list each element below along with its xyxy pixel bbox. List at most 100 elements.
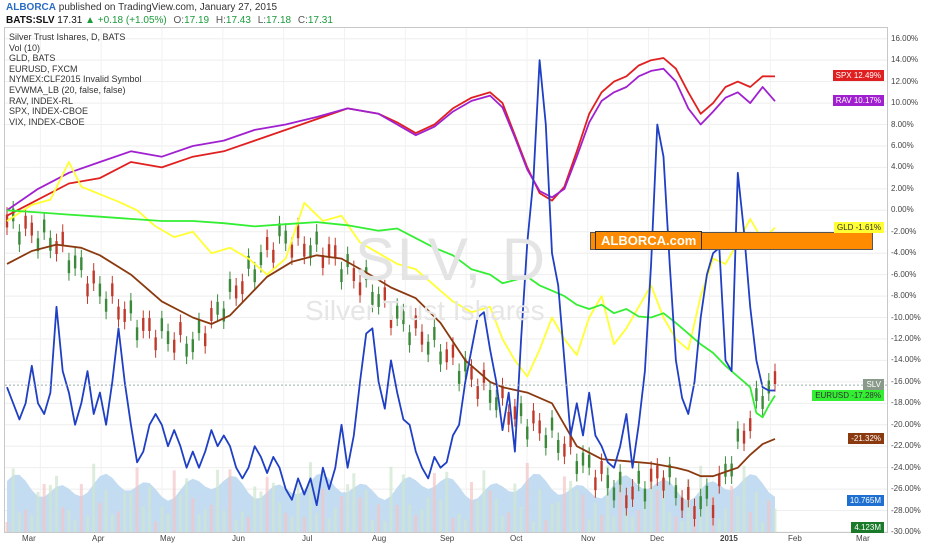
volume-bar xyxy=(358,497,362,532)
x-tick-label: Aug xyxy=(372,534,387,543)
volume-bar xyxy=(30,515,34,532)
candle-body xyxy=(395,305,399,319)
volume-bar xyxy=(649,478,653,532)
volume-bar xyxy=(470,481,474,532)
chart-area[interactable] xyxy=(4,27,888,533)
candle-body xyxy=(656,465,659,479)
y-tick-label: -26.00% xyxy=(891,484,921,494)
series-legend: Silver Trust Ishares, D, BATS Vol (10) G… xyxy=(9,32,142,127)
volume-bar xyxy=(339,496,343,532)
candle-body xyxy=(631,486,634,500)
candle-body xyxy=(334,245,337,259)
volume-bar xyxy=(116,511,120,532)
candle-body xyxy=(451,344,455,358)
volume-bar xyxy=(575,490,579,532)
legend-item[interactable]: EVWMA_LB (20, false, false) xyxy=(9,84,126,95)
legend-item[interactable]: Silver Trust Ishares, D, BATS xyxy=(9,32,126,42)
candle-body xyxy=(724,463,727,477)
volume-bar xyxy=(662,476,666,532)
y-tick-label: -24.00% xyxy=(891,462,921,472)
volume-bar xyxy=(172,470,176,532)
x-tick-label: Mar xyxy=(22,534,36,543)
candle-body xyxy=(129,300,133,314)
volume-bar xyxy=(5,522,9,532)
candle-body xyxy=(457,370,461,384)
candle-body xyxy=(383,287,387,301)
candle-body xyxy=(55,241,58,255)
volume-bar xyxy=(550,503,554,532)
legend-item[interactable]: Vol (10) xyxy=(9,42,41,53)
volume-bar xyxy=(333,507,337,532)
y-tick-label: -30.00% xyxy=(891,527,921,536)
candle-body xyxy=(222,308,225,322)
candle-body xyxy=(680,497,684,511)
legend-item[interactable]: VIX, INDEX-CBOE xyxy=(9,116,85,127)
volume-bar xyxy=(581,494,585,532)
legend-item[interactable]: RAV, INDEX-RL xyxy=(9,95,74,106)
author-link[interactable]: ALBORCA xyxy=(6,2,56,13)
legend-item[interactable]: NYMEX:CLF2015 Invalid Symbol xyxy=(9,74,142,85)
legend-item[interactable]: GLD, BATS xyxy=(9,53,56,64)
candle-body xyxy=(327,244,331,258)
candle-body xyxy=(600,461,603,474)
volume-bar xyxy=(500,515,504,532)
candle-body xyxy=(241,281,244,295)
published-text: published on TradingView.com, January 27… xyxy=(58,2,278,13)
x-tick-label: Nov xyxy=(581,534,596,543)
volume-bar xyxy=(494,498,498,532)
candle-body xyxy=(210,308,213,321)
candle-body xyxy=(321,255,325,268)
x-tick-label: Mar xyxy=(856,534,870,543)
volume-bar xyxy=(569,480,573,532)
candle-body xyxy=(643,488,647,502)
volume-bar xyxy=(736,496,740,532)
volume-bar xyxy=(17,512,21,532)
volume-bar xyxy=(556,501,560,532)
candle-body xyxy=(203,333,207,347)
volume-bar xyxy=(160,506,164,532)
y-tick-label: 8.00% xyxy=(891,119,914,129)
volume-bar xyxy=(129,493,133,532)
candle-body xyxy=(371,291,374,305)
volume-bar xyxy=(92,463,96,532)
y-tick-label: -8.00% xyxy=(891,291,917,301)
candle-body xyxy=(234,285,238,299)
candle-body xyxy=(575,461,579,474)
candle-body xyxy=(693,506,696,519)
series-value-badge: SPX 12.49% xyxy=(832,70,884,82)
legend-item[interactable]: SPX, INDEX-CBOE xyxy=(9,106,89,117)
volume-bar xyxy=(302,517,306,532)
volume-bar xyxy=(600,515,604,532)
x-tick-label: Jun xyxy=(232,534,245,543)
candle-body xyxy=(166,331,170,345)
candle-body xyxy=(253,269,256,283)
legend-item[interactable]: EURUSD, FXCM xyxy=(9,63,78,74)
chart-canvas[interactable] xyxy=(5,28,887,532)
candle-body xyxy=(296,225,300,239)
series-line-eurusd xyxy=(6,209,776,419)
candle-body xyxy=(544,435,548,449)
volume-bar xyxy=(618,472,622,532)
volume-bar xyxy=(507,512,511,532)
volume-bar xyxy=(259,491,263,532)
open-value: 17.19 xyxy=(184,15,210,26)
candle-body xyxy=(104,298,108,312)
volume-bar xyxy=(476,500,480,532)
series-value-badge: -21.32% xyxy=(848,432,884,444)
volume-bar xyxy=(11,468,15,532)
volume-bar xyxy=(655,489,659,532)
volume-bar xyxy=(624,511,628,532)
volume-bar xyxy=(538,489,542,532)
candle-body xyxy=(649,468,653,482)
volume-bar xyxy=(141,506,145,532)
y-tick-label: -22.00% xyxy=(891,441,921,451)
volume-bar xyxy=(67,509,71,532)
volume-bar xyxy=(401,474,405,532)
volume-bar xyxy=(178,494,182,532)
volume-bar xyxy=(253,486,257,532)
candle-body xyxy=(538,420,541,434)
volume-bar xyxy=(352,473,356,532)
candle-body xyxy=(718,473,721,487)
candle-body xyxy=(30,222,33,236)
watermark-symbol: SLV, D xyxy=(355,226,548,293)
